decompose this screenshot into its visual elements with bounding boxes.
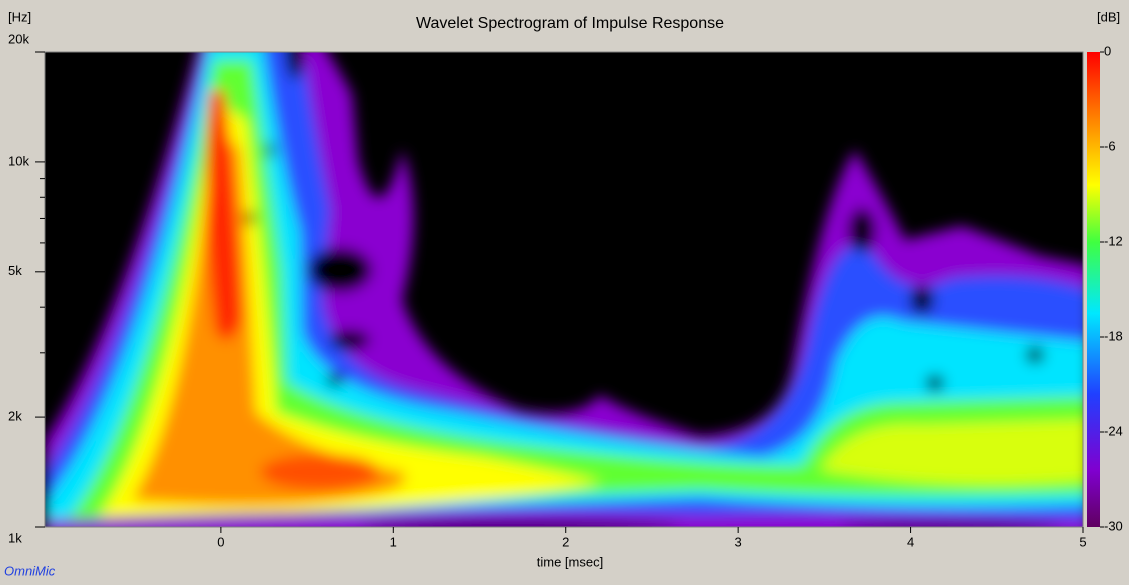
chart-title: Wavelet Spectrogram of Impulse Response (416, 15, 724, 32)
y-tick-label: 20k (8, 31, 29, 46)
spectrogram-image (45, 52, 1083, 527)
plot-frame (44, 51, 1084, 528)
colorbar-tick-label: -12 (1104, 233, 1123, 248)
y-tick-label: 1k (8, 530, 22, 545)
colorbar (1087, 52, 1100, 527)
colorbar-tick-label: -18 (1104, 328, 1123, 343)
x-tick-label: 5 (1079, 534, 1086, 549)
x-axis-label: time [msec] (537, 554, 603, 569)
colorbar-tick-label: 0 (1104, 43, 1111, 58)
colorbar-label: [dB] (1097, 9, 1120, 24)
x-tick-label: 4 (907, 534, 914, 549)
colorbar-tick-label: -30 (1104, 518, 1123, 533)
y-tick-label: 5k (8, 263, 22, 278)
footer-brand: OmniMic (4, 563, 56, 578)
x-tick-label: 0 (217, 534, 224, 549)
y-axis-label: [Hz] (8, 9, 31, 24)
colorbar-tick-label: -6 (1104, 138, 1116, 153)
x-tick-label: 2 (562, 534, 569, 549)
y-tick-label: 2k (8, 409, 22, 424)
x-tick-label: 3 (735, 534, 742, 549)
y-tick-label: 10k (8, 153, 29, 168)
colorbar-tick-label: -24 (1104, 423, 1123, 438)
x-tick-label: 1 (390, 534, 397, 549)
